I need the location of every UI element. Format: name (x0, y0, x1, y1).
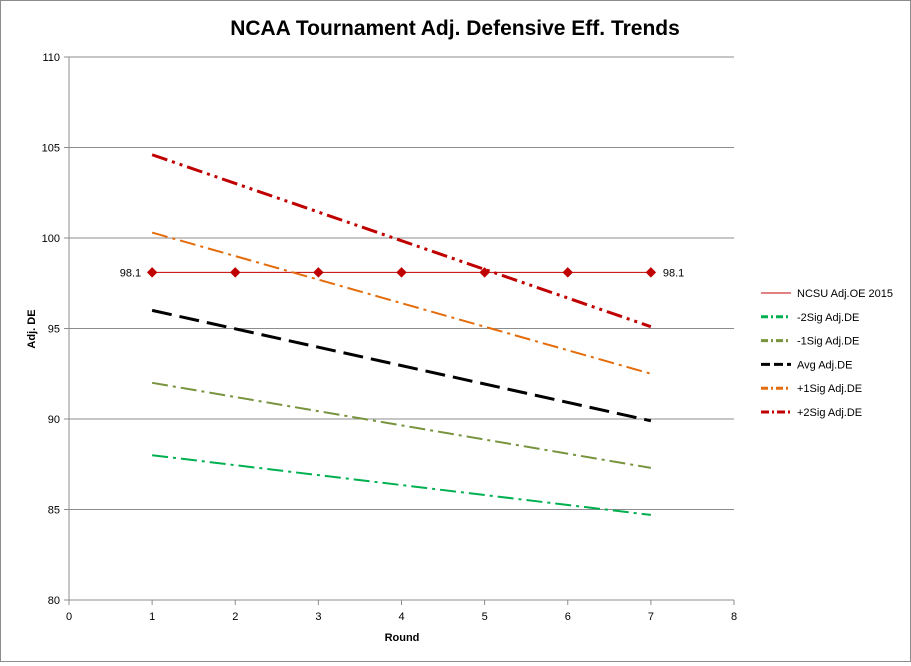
chart-title: NCAA Tournament Adj. Defensive Eff. Tren… (230, 17, 680, 40)
data-label: 98.1 (120, 267, 141, 279)
x-tick-label: 7 (648, 611, 654, 623)
data-point (396, 267, 407, 278)
series-line-2 (151, 381, 652, 469)
data-point (230, 267, 241, 278)
data-labels: 98.1 98.1 (120, 267, 685, 279)
legend-label: +2Sig Adj.DE (797, 407, 862, 419)
series-line-4 (151, 231, 652, 375)
legend: NCSU Adj.OE 2015 -2Sig Adj.DE -1Sig Adj.DE… (761, 288, 893, 419)
legend-label: NCSU Adj.OE 2015 (797, 288, 893, 300)
y-axis-title: Adj. DE (26, 309, 38, 348)
data-label: 98.1 (663, 267, 684, 279)
y-tick-label: 100 (42, 233, 60, 245)
x-tick-label: 5 (482, 611, 488, 623)
x-tick-label: 1 (149, 611, 155, 623)
series-line-5 (151, 153, 652, 329)
y-tick-label: 95 (48, 324, 60, 336)
axes: 80 85 90 95 100 105 110 0 1 2 3 4 5 6 7 8 (42, 52, 737, 623)
y-tick-label: 110 (42, 52, 60, 64)
legend-label: -2Sig Adj.DE (797, 312, 859, 324)
series-lines (151, 153, 652, 516)
gridlines (69, 56, 734, 510)
x-tick-label: 4 (398, 611, 404, 623)
x-tick-label: 2 (232, 611, 238, 623)
x-tick-label: 8 (731, 611, 737, 623)
x-tick-label: 6 (565, 611, 571, 623)
legend-label: Avg Adj.DE (797, 359, 852, 371)
data-point (146, 267, 158, 278)
x-axis-title: Round (385, 632, 420, 644)
legend-label: +1Sig Adj.DE (797, 383, 862, 395)
data-point (562, 267, 573, 278)
y-tick-label: 90 (48, 414, 60, 426)
series-line-1 (152, 454, 651, 516)
y-tick-label: 105 (42, 143, 60, 155)
data-point (645, 267, 657, 278)
data-point (479, 267, 490, 278)
legend-label: -1Sig Adj.DE (797, 336, 859, 348)
y-tick-label: 85 (48, 505, 60, 517)
x-tick-label: 3 (315, 611, 321, 623)
data-point (313, 267, 324, 278)
data-markers (146, 267, 657, 278)
y-tick-label: 80 (48, 595, 60, 607)
series-line-3 (151, 308, 652, 423)
x-tick-label: 0 (66, 611, 72, 623)
